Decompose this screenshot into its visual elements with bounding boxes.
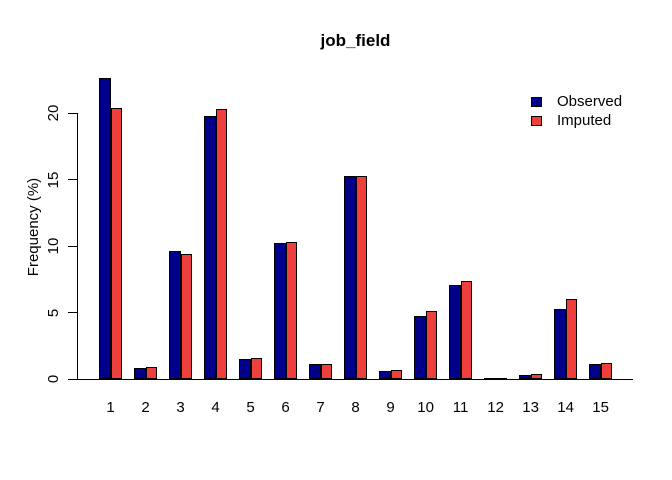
bar-imputed-3 <box>180 253 192 379</box>
y-tick-label: 10 <box>45 237 62 255</box>
y-tick <box>68 245 78 247</box>
legend: Observed Imputed <box>531 92 622 130</box>
bar-imputed-9 <box>390 369 402 379</box>
bar-imputed-5 <box>250 357 262 379</box>
bar-imputed-8 <box>355 175 367 379</box>
legend-item-observed: Observed <box>531 92 622 111</box>
y-axis-label: Frequency (%) <box>25 177 42 277</box>
bar-imputed-2 <box>145 367 157 379</box>
bar-observed-4 <box>204 115 216 379</box>
bar-observed-6 <box>274 243 286 379</box>
bar-imputed-1 <box>110 107 122 379</box>
bar-imputed-7 <box>320 364 332 379</box>
x-tick-label: 9 <box>386 399 395 416</box>
chart-title: job_field <box>320 31 391 50</box>
bar-imputed-10 <box>425 311 437 379</box>
bar-observed-5 <box>239 359 251 379</box>
y-tick <box>68 112 78 114</box>
bar-observed-7 <box>309 364 321 379</box>
x-axis-line <box>77 379 633 380</box>
bar-observed-8 <box>344 175 356 379</box>
x-tick-label: 11 <box>452 399 469 416</box>
bar-observed-1 <box>99 78 111 379</box>
legend-swatch-imputed <box>531 115 542 126</box>
x-tick-label: 15 <box>592 399 609 416</box>
y-axis-line <box>77 113 78 380</box>
x-tick-label: 8 <box>351 399 360 416</box>
y-tick-label: 0 <box>45 374 62 384</box>
bar-observed-2 <box>134 368 146 379</box>
bar-imputed-11 <box>460 280 472 379</box>
bar-observed-3 <box>169 251 181 379</box>
legend-item-imputed: Imputed <box>531 111 622 130</box>
legend-label-imputed: Imputed <box>557 112 612 129</box>
y-tick <box>68 378 78 380</box>
y-tick <box>68 312 78 313</box>
bar-observed-13 <box>519 375 531 379</box>
x-tick-label: 5 <box>246 399 255 416</box>
x-tick-label: 3 <box>176 399 185 416</box>
x-tick-label: 12 <box>487 399 504 416</box>
x-tick-label: 14 <box>557 399 574 416</box>
bar-observed-9 <box>379 371 391 379</box>
y-tick-label: 15 <box>45 171 62 188</box>
bar-observed-10 <box>414 316 426 379</box>
bar-imputed-13 <box>530 373 542 379</box>
x-tick-label: 6 <box>281 399 290 416</box>
bar-observed-15 <box>589 364 601 379</box>
bar-observed-11 <box>449 284 461 379</box>
bar-imputed-15 <box>600 363 612 379</box>
y-tick-label: 5 <box>45 308 62 317</box>
bar-observed-12 <box>484 377 496 380</box>
y-tick <box>68 179 78 180</box>
x-tick-label: 10 <box>417 399 434 416</box>
x-tick-label: 4 <box>211 399 220 416</box>
x-tick-label: 13 <box>522 399 539 416</box>
x-tick-label: 1 <box>106 399 115 416</box>
bar-imputed-6 <box>285 242 297 379</box>
legend-label-observed: Observed <box>557 93 623 110</box>
bar-imputed-12 <box>495 377 507 380</box>
y-tick-label: 20 <box>45 104 62 122</box>
bar-observed-14 <box>554 308 566 379</box>
x-tick-label: 2 <box>141 399 150 416</box>
x-tick-label: 7 <box>316 399 325 416</box>
bar-imputed-14 <box>565 299 577 379</box>
legend-swatch-observed <box>531 96 542 107</box>
bar-imputed-4 <box>215 109 227 379</box>
